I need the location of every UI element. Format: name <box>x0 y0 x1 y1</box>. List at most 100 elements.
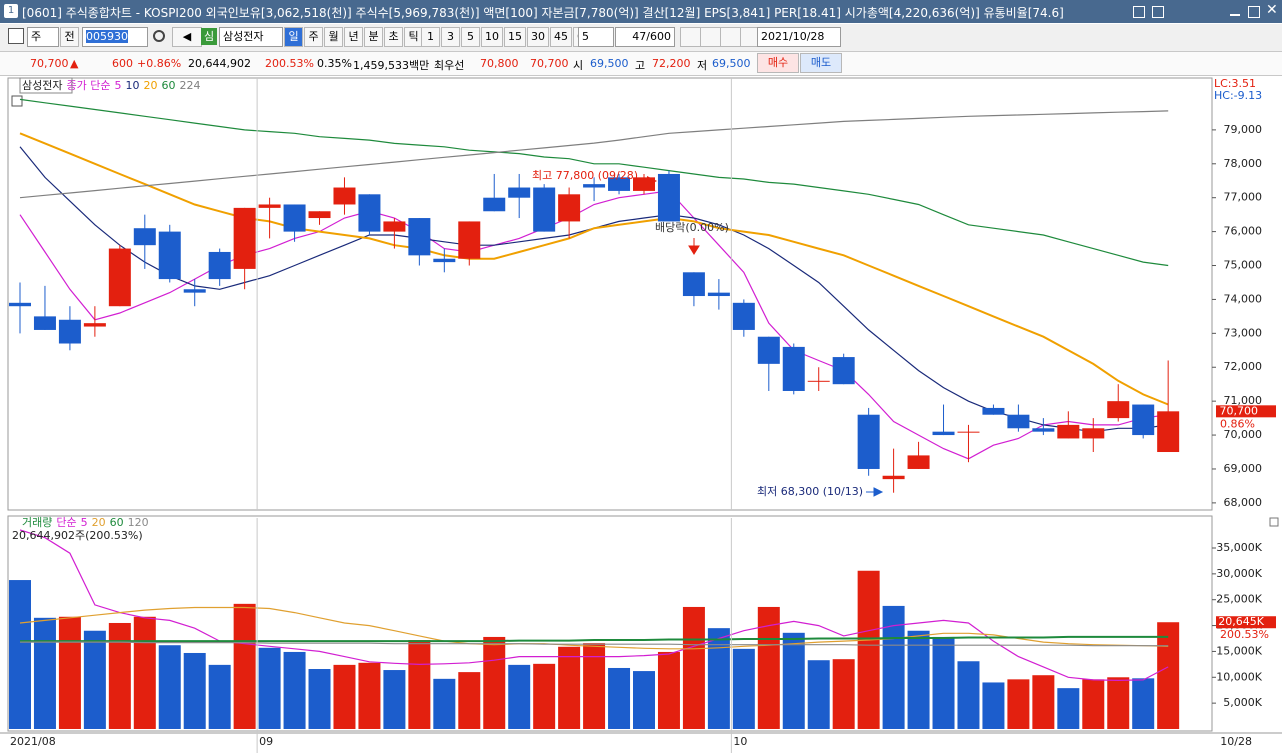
tool-button[interactable] <box>680 27 702 47</box>
period-button[interactable]: 분 <box>364 27 383 47</box>
y-tick-label: 25,000K <box>1216 593 1262 606</box>
volume-bar <box>533 663 556 729</box>
volume-rate: 200.53% <box>265 57 314 70</box>
interval-button[interactable]: 5 <box>461 27 480 47</box>
volume-bar <box>1057 688 1080 729</box>
legend-entry: 20 <box>92 516 106 529</box>
volume-bar <box>433 678 456 729</box>
volume-bar <box>1032 675 1055 729</box>
volume-bar <box>782 632 805 729</box>
volume-bar <box>857 570 880 729</box>
sound-button[interactable]: ◀ <box>172 27 202 47</box>
hc-label: HC:-9.13 <box>1214 89 1262 102</box>
last-volume-label: 20,645K <box>1218 615 1264 628</box>
y-tick-label: 68,000 <box>1224 496 1263 509</box>
y-tick-label: 73,000 <box>1224 326 1263 339</box>
period-button[interactable]: 월 <box>324 27 343 47</box>
turnover: 0.35% <box>317 57 352 70</box>
candle-body <box>333 187 356 205</box>
market-select[interactable]: 주 <box>27 27 59 47</box>
volume-bar <box>633 671 655 729</box>
ask: 70,800 <box>480 57 519 70</box>
candle-body <box>558 194 581 222</box>
stock-icon[interactable]: 심 <box>201 28 217 45</box>
candle-body <box>608 177 631 191</box>
legend-entry: 5 <box>81 516 88 529</box>
volume-bar <box>9 580 31 729</box>
candle-body <box>133 228 156 246</box>
save-button[interactable] <box>720 27 742 47</box>
buy-button[interactable]: 매수 <box>757 53 799 73</box>
legend: 거래량 단순 5 20 60 120 <box>22 516 149 529</box>
volume-bar <box>907 630 930 729</box>
period-button[interactable]: 틱 <box>404 27 423 47</box>
interval-button[interactable]: 15 <box>504 27 526 47</box>
candle-body <box>1107 401 1130 419</box>
search-icon[interactable] <box>153 30 165 42</box>
change-rate: +0.86% <box>137 57 182 70</box>
window-button[interactable] <box>1152 6 1164 18</box>
y-tick-label: 69,000 <box>1224 462 1263 475</box>
date-input[interactable]: 2021/10/28 <box>757 27 841 47</box>
y-tick-label: 10,000K <box>1216 670 1262 683</box>
interval-button[interactable]: 10 <box>481 27 503 47</box>
bid: 70,700 <box>530 57 569 70</box>
candle-body <box>33 316 56 330</box>
sell-button[interactable]: 매도 <box>800 53 842 73</box>
interval-button[interactable]: 45 <box>550 27 572 47</box>
candle-body <box>533 187 556 232</box>
candle-body <box>9 302 31 307</box>
y-tick-label: 72,000 <box>1224 360 1263 373</box>
volume-bar <box>83 630 106 729</box>
volume-bar <box>33 617 56 729</box>
volume-bar <box>383 670 406 729</box>
all-button[interactable]: 전 <box>60 27 79 47</box>
count-input[interactable]: 47/600 <box>615 27 675 47</box>
last-volume-change: 200.53% <box>1220 628 1269 641</box>
volume-bar <box>1082 679 1105 729</box>
minimize-button[interactable] <box>1230 14 1240 16</box>
window-button[interactable] <box>1133 6 1145 18</box>
interval-button[interactable]: 3 <box>441 27 460 47</box>
volume-bar <box>608 667 631 729</box>
close-button[interactable]: ✕ <box>1266 2 1278 18</box>
moving-average-line <box>20 641 1169 647</box>
code-input[interactable]: 005930 <box>82 27 148 47</box>
tool-button[interactable] <box>700 27 722 47</box>
window-title: [0601] 주식종합차트 - KOSPI200 외국인보유[3,062,518… <box>22 6 1064 20</box>
volume-bar <box>732 648 755 729</box>
interval-button[interactable]: 1 <box>421 27 440 47</box>
volume-bar <box>1107 677 1130 729</box>
volume-bar <box>508 664 531 729</box>
volume-bar <box>583 643 606 729</box>
volume-bar <box>183 652 206 729</box>
period-button[interactable]: 주 <box>304 27 323 47</box>
volume-bar <box>358 662 381 729</box>
panel-button[interactable] <box>1269 517 1279 527</box>
menu-icon[interactable] <box>8 28 24 44</box>
y-tick-label: 74,000 <box>1224 292 1263 305</box>
chart-icon[interactable] <box>11 95 23 107</box>
period-button[interactable]: 일 <box>284 27 303 47</box>
count-select[interactable]: 5 <box>578 27 614 47</box>
x-tick-label: 10/28 <box>1220 735 1252 748</box>
volume-summary: 20,644,902주(200.53%) <box>12 529 143 542</box>
volume-bar <box>258 647 281 729</box>
legend-entry: 10 <box>125 79 139 92</box>
period-button[interactable]: 초 <box>384 27 403 47</box>
candle-body <box>58 319 81 344</box>
period-button[interactable]: 년 <box>344 27 363 47</box>
legend-label: 삼성전자 <box>22 79 62 92</box>
code-text: 005930 <box>86 30 128 43</box>
candle-body <box>358 194 381 232</box>
volume-bar <box>133 616 156 729</box>
volume-bar <box>707 628 730 729</box>
maximize-button[interactable] <box>1248 6 1260 18</box>
high: 72,200 <box>652 57 691 70</box>
interval-button[interactable]: 30 <box>527 27 549 47</box>
volume-bar <box>657 651 680 729</box>
name-input[interactable]: 삼성전자 <box>219 27 283 47</box>
y-tick-label: 5,000K <box>1223 696 1262 709</box>
